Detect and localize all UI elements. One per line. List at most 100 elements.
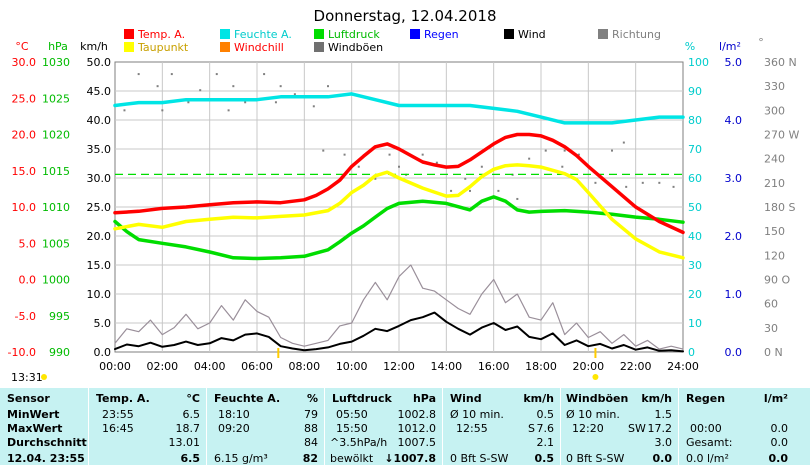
temp-tick-label: 30.0 <box>12 56 37 69</box>
temp-tick-label: 25.0 <box>12 92 37 105</box>
legend-swatch <box>410 29 420 39</box>
direction-point <box>622 141 625 144</box>
direction-tick-label: 270 W <box>764 129 799 142</box>
direction-point <box>563 149 566 152</box>
rain-tick-label: 0.0 <box>725 346 743 359</box>
legend-label: Richtung <box>612 28 661 41</box>
direction-point <box>544 149 547 152</box>
direction-point <box>658 181 661 184</box>
direction-tick-label: 0 N <box>764 346 783 359</box>
weather-desc: bewölkt <box>330 452 374 465</box>
hdr-sensor: Sensor <box>7 392 50 405</box>
rain-desc: 0.0 l/m² <box>686 452 729 465</box>
humidity-tick-label: 60 <box>688 172 702 185</box>
direction-point <box>170 73 173 76</box>
hdr-rain-unit: l/m² <box>763 392 788 405</box>
temp-tick-label: -10.0 <box>8 346 36 359</box>
direction-point <box>435 161 438 164</box>
humidity-tick-label: 90 <box>688 85 702 98</box>
wind-tick-label: 5.0 <box>94 317 112 330</box>
legend-swatch <box>124 29 134 39</box>
rain-value: 0.0 <box>770 436 789 449</box>
hdr-wind: Wind <box>450 392 482 405</box>
gust-value: 1.5 <box>654 408 673 421</box>
sunset-marker-icon <box>592 374 599 380</box>
direction-point <box>450 189 453 192</box>
direction-point <box>137 73 140 76</box>
pressure-value: 1002.8 <box>397 408 437 421</box>
pressure-time: 05:50 <box>336 408 368 421</box>
x-tick-label: 04:00 <box>194 360 226 373</box>
humidity-tick-label: 30 <box>688 259 702 272</box>
gust-value: 0.0 <box>652 452 673 465</box>
humidity-tick-label: 10 <box>688 317 702 330</box>
stats-table: Sensor Temp. A. °C Feuchte A. % Luftdruc… <box>0 388 810 465</box>
series-line-windb-en <box>114 264 684 350</box>
direction-point <box>561 165 564 168</box>
temp-value: 18.7 <box>175 422 201 435</box>
direction-point <box>594 181 597 184</box>
wind-desc: Ø 10 min. <box>450 408 504 421</box>
wind-direction: S <box>528 422 535 435</box>
rain-tick-label: 4.0 <box>725 114 743 127</box>
temp-tick-label: 10.0 <box>12 201 37 214</box>
table-row: Durchschnitt 13.01 84 ^3.5hPa/h 1007.5 2… <box>0 436 810 450</box>
series-line-temp-a- <box>113 132 685 235</box>
wind-unit: km/h <box>80 40 108 53</box>
direction-point <box>421 153 424 156</box>
table-header-row: Sensor Temp. A. °C Feuchte A. % Luftdruc… <box>0 392 810 406</box>
legend-label: Windböen <box>328 41 383 54</box>
direction-point <box>327 85 329 88</box>
legend-swatch <box>314 42 324 52</box>
legend-swatch <box>220 42 230 52</box>
x-tick-label: 16:00 <box>478 360 510 373</box>
x-tick-label: 18:00 <box>525 360 557 373</box>
humidity-tick-label: 70 <box>688 143 702 156</box>
direction-tick-label: 180 S <box>764 201 795 214</box>
pressure-unit: hPa <box>48 40 68 53</box>
legend-label: Feuchte A. <box>234 28 292 41</box>
pressure-time: 15:50 <box>336 422 368 435</box>
direction-tick-label: 90 O <box>764 274 790 287</box>
wind-tick-label: 20.0 <box>87 230 112 243</box>
humidity-value: 79 <box>304 408 318 421</box>
hdr-wind-unit: km/h <box>523 392 554 405</box>
direction-tick-label: 360 N <box>764 56 797 69</box>
hdr-humidity-unit: % <box>306 392 318 405</box>
axis-units: °C hPa km/h% l/m² ° <box>15 36 763 53</box>
temp-value: 6.5 <box>182 408 201 421</box>
rain-desc: Gesamt: <box>686 436 733 449</box>
gust-value: 17.2 <box>647 422 673 435</box>
wind-tick-label: 0.0 <box>94 346 112 359</box>
humidity-value: 84 <box>304 436 318 449</box>
plot-area <box>113 73 685 353</box>
pressure-value: 1007.5 <box>397 436 437 449</box>
rain-unit: l/m² <box>719 40 741 53</box>
rain-desc: 00:00 <box>690 422 722 435</box>
direction-tick-label: 210 <box>764 177 785 190</box>
wind-tick-label: 10.0 <box>87 288 112 301</box>
x-tick-label: 06:00 <box>241 360 273 373</box>
direction-point <box>672 185 675 188</box>
wind-tick-label: 50.0 <box>87 56 112 69</box>
direction-point <box>611 149 613 152</box>
direction-tick-label: 300 <box>764 104 785 117</box>
table-row-current: 12.04. 23:55 6.5 6.15 g/m³ 82 bewölkt ↓1… <box>0 452 810 466</box>
wind-tick-label: 40.0 <box>87 114 112 127</box>
wind-tick-label: 45.0 <box>87 85 112 98</box>
hdr-rain: Regen <box>686 392 726 405</box>
direction-point <box>480 165 483 168</box>
wind-tick-label: 15.0 <box>87 259 112 272</box>
wind-tick-label: 35.0 <box>87 143 112 156</box>
wind-desc: 0 Bft S-SW <box>450 452 509 465</box>
humidity-value: 82 <box>302 452 318 465</box>
temp-tick-label: 5.0 <box>19 237 37 250</box>
direction-point <box>464 177 467 180</box>
direction-tick-label: 150 <box>764 225 785 238</box>
hdr-humidity: Feuchte A. <box>214 392 281 405</box>
direction-tick-label: 60 <box>764 298 778 311</box>
pressure-tick-label: 1015 <box>42 165 70 178</box>
legend-swatch <box>124 42 134 52</box>
rain-tick-label: 1.0 <box>725 288 743 301</box>
direction-point <box>156 85 159 88</box>
